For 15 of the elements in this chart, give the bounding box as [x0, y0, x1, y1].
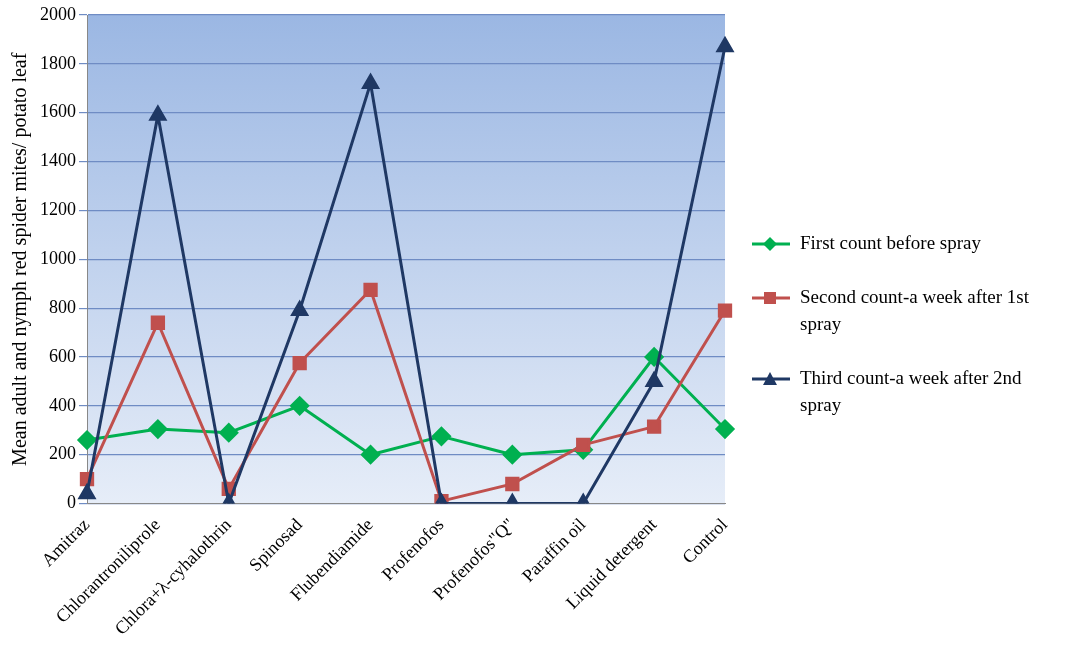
y-tick-label: 0: [67, 492, 76, 513]
legend-label: First count before spray: [800, 230, 981, 255]
y-tick-label: 400: [49, 394, 76, 415]
y-tick-label: 1600: [40, 101, 76, 122]
legend-label: Second count-a week after 1st spray: [800, 285, 1030, 336]
y-tick-label: 1200: [40, 199, 76, 220]
y-tick-label: 600: [49, 345, 76, 366]
y-tick-label: 800: [49, 296, 76, 317]
y-tick-label: 1800: [40, 52, 76, 73]
y-tick-label: 1000: [40, 248, 76, 268]
y-tick-label: 2000: [40, 3, 76, 24]
legend-label: Third count-a week after 2nd spray: [800, 366, 1023, 417]
y-tick-label: 1400: [40, 150, 76, 171]
y-axis-title: Mean adult and nymph red spider mites/ potato leaf: [8, 52, 32, 466]
y-tick-label: 200: [49, 443, 76, 464]
